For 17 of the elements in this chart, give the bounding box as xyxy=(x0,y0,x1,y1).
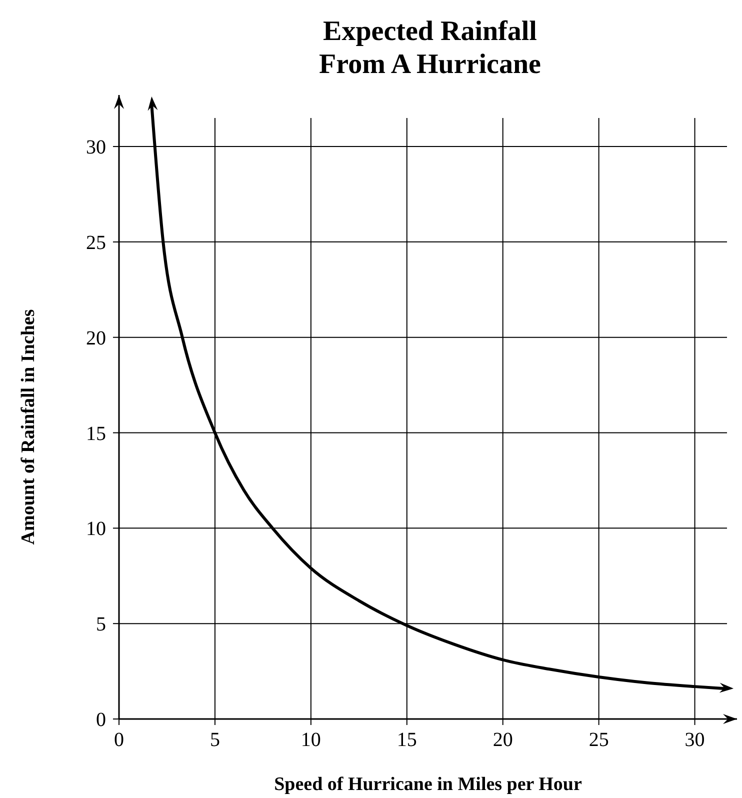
x-tick-label: 30 xyxy=(684,729,705,751)
y-tick-label: 25 xyxy=(86,232,106,254)
y-tick-label: 20 xyxy=(86,327,106,350)
y-tick-label: 5 xyxy=(96,614,106,636)
chart-title: Expected Rainfall From A Hurricane xyxy=(319,16,541,80)
x-tick-label: 20 xyxy=(492,729,513,751)
y-tick-label: 15 xyxy=(86,422,106,445)
y-tick-label: 10 xyxy=(86,518,106,540)
y-tick-label: 30 xyxy=(86,136,106,159)
x-tick-label: 0 xyxy=(114,729,124,751)
y-tick-label: 0 xyxy=(96,709,106,731)
x-tick-label: 5 xyxy=(210,729,220,751)
y-axis-title: Amount of Rainfall in Inches xyxy=(18,309,39,545)
x-tick-label: 10 xyxy=(300,729,321,751)
x-tick-label: 15 xyxy=(396,729,417,751)
x-axis-title: Speed of Hurricane in Miles per Hour xyxy=(274,774,582,795)
x-tick-label: 25 xyxy=(588,729,609,751)
